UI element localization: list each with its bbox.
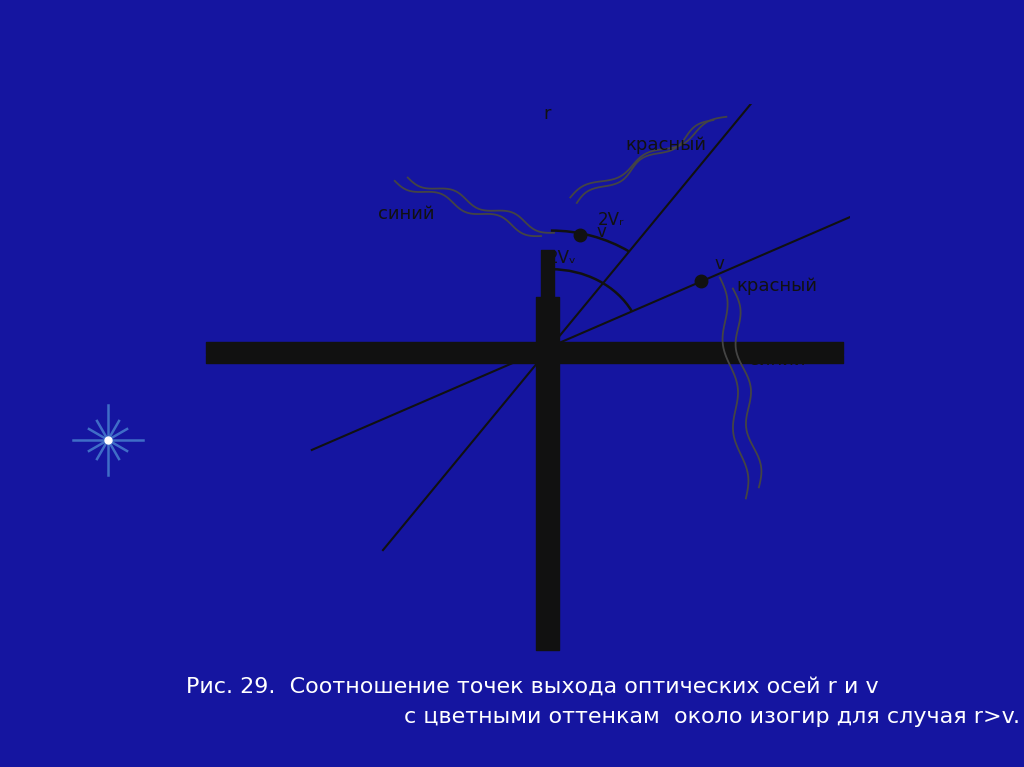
Text: с цветными оттенкам  около изогир для случая r>v.: с цветными оттенкам около изогир для слу…: [404, 707, 1021, 727]
Text: v: v: [596, 222, 606, 241]
Text: 2Vᵥ: 2Vᵥ: [548, 249, 577, 267]
Text: 2Vᵣ: 2Vᵣ: [598, 211, 624, 229]
Text: r: r: [544, 105, 551, 123]
Text: синий: синий: [750, 351, 806, 370]
Text: r: r: [837, 348, 844, 366]
Text: красный: красный: [626, 136, 707, 154]
Text: синий: синий: [379, 205, 435, 223]
Text: Рис. 29.  Соотношение точек выхода оптических осей r и v: Рис. 29. Соотношение точек выхода оптиче…: [186, 676, 879, 696]
Text: v: v: [715, 255, 724, 273]
Text: красный: красный: [736, 277, 817, 295]
